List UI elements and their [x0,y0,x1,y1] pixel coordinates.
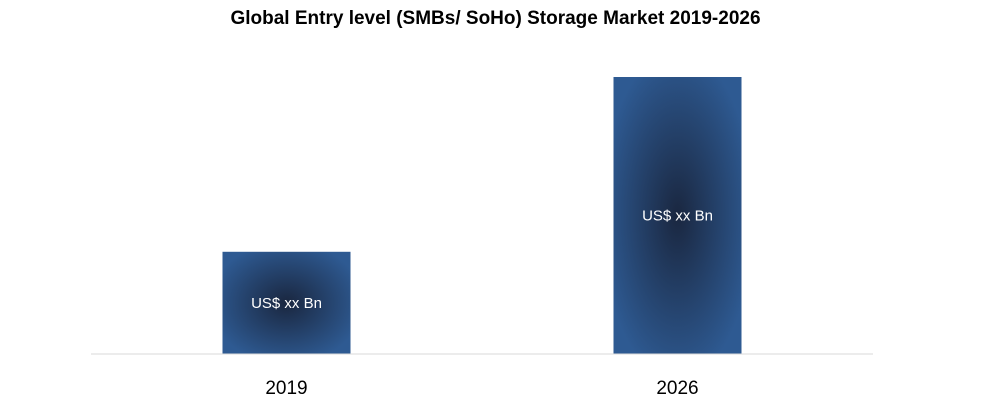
bar-2026 [613,77,742,354]
data-label-2026: US$ xx Bn [642,208,713,225]
bar-2019 [222,251,351,354]
x-tick-label-2026: 2026 [656,378,698,399]
chart-title: Global Entry level (SMBs/ SoHo) Storage … [230,8,761,29]
data-label-2019: US$ xx Bn [251,295,322,312]
x-tick-label-2019: 2019 [265,378,307,399]
